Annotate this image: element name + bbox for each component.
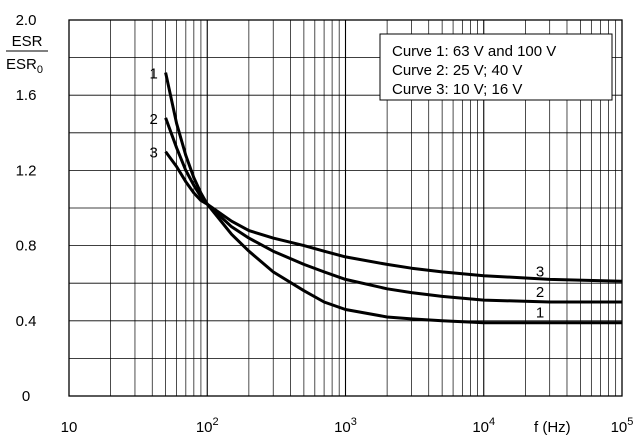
legend-entry-3: Curve 3: 10 V; 16 V xyxy=(392,81,522,98)
legend: Curve 1: 63 V and 100 V Curve 2: 25 V; 4… xyxy=(379,33,613,101)
legend-entry-1: Curve 1: 63 V and 100 V xyxy=(392,43,556,60)
y-tick-label: 0 xyxy=(22,388,30,405)
y-tick-label: 1.2 xyxy=(16,162,37,179)
curves: 1 1 2 2 3 3 xyxy=(149,66,623,325)
y-axis-label-numerator: ESR xyxy=(12,33,43,50)
x-axis-label: f (Hz) xyxy=(534,419,571,436)
legend-box xyxy=(379,33,613,101)
curve-3-end-label: 3 xyxy=(536,263,544,280)
y-tick-label: 2.0 xyxy=(16,12,37,29)
curve-3-start-label: 3 xyxy=(149,145,157,162)
y-tick-label: 0.8 xyxy=(16,238,37,255)
tick-labels: 00.40.81.21.62.010 102 103 104 105 xyxy=(16,12,634,436)
curve-1-end-label: 1 xyxy=(536,305,544,322)
curve-2-end-label: 2 xyxy=(536,284,544,301)
x-tick-label: 102 xyxy=(196,416,219,436)
y-axis-label-denominator: ESR0 xyxy=(6,56,43,76)
curve-2 xyxy=(164,117,622,304)
curve-1-start-label: 1 xyxy=(149,66,157,83)
x-tick-label: 104 xyxy=(472,416,495,436)
plot-frame xyxy=(68,19,623,397)
y-tick-label: 0.4 xyxy=(16,313,37,330)
y-tick-label: 1.6 xyxy=(16,87,37,104)
y-axis-label-denominator-base: ESR xyxy=(6,56,37,73)
curve-1 xyxy=(164,72,622,325)
curve-3 xyxy=(164,150,623,283)
grid xyxy=(69,20,622,396)
x-tick-label: 10 xyxy=(61,419,78,436)
y-axis-label-denominator-sub: 0 xyxy=(37,64,43,76)
legend-entry-2: Curve 2: 25 V; 40 V xyxy=(392,62,522,79)
x-tick-label: 105 xyxy=(611,416,634,436)
y-axis-label: ESR ESR0 xyxy=(6,33,48,76)
x-tick-label: 103 xyxy=(334,416,357,436)
curve-2-start-label: 2 xyxy=(149,111,157,128)
